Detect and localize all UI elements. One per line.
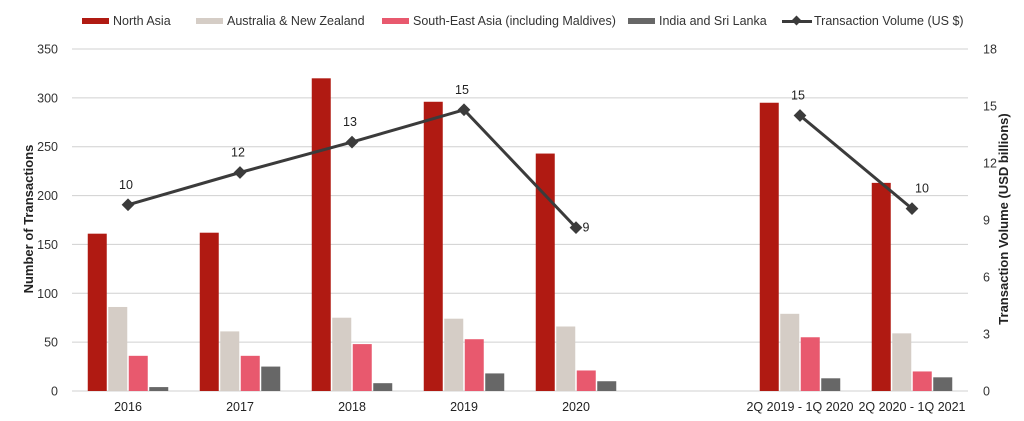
y-left-tick-label: 350 <box>37 43 58 57</box>
y-right-tick-label: 6 <box>983 271 990 285</box>
diamond-marker-icon <box>457 103 471 117</box>
x-tick-label: 2019 <box>450 400 478 414</box>
legend-label: South-East Asia (including Maldives) <box>413 14 616 28</box>
line-data-label: 15 <box>791 89 805 103</box>
y-left-tick-label: 100 <box>37 287 58 301</box>
y-left-tick-label: 150 <box>37 238 58 252</box>
line-data-label: 12 <box>231 146 245 160</box>
bar <box>556 326 576 391</box>
y-right-tick-label: 0 <box>983 385 990 399</box>
bar <box>311 78 331 392</box>
bar <box>821 378 841 391</box>
bar <box>373 383 393 391</box>
bar <box>576 370 596 391</box>
legend-swatch-india-sri-lanka <box>628 18 655 24</box>
y-right-tick-label: 18 <box>983 43 997 57</box>
y-right-tick-label: 9 <box>983 214 990 228</box>
volume-line <box>799 114 913 210</box>
legend-swatch-australia-nz <box>196 18 223 24</box>
legend-item-north-asia: North Asia <box>82 10 171 32</box>
y-axis-left-title: Number of Transactions <box>21 145 36 294</box>
legend-label: Australia & New Zealand <box>227 14 365 28</box>
legend: North Asia Australia & New Zealand South… <box>0 10 1024 32</box>
bar <box>87 233 107 391</box>
y-left-tick-label: 50 <box>44 336 58 350</box>
line-series: 10 12 13 15 9 15 10 <box>119 83 929 235</box>
bar <box>108 306 128 391</box>
y-axis-right-ticks: 0 3 6 9 12 15 18 <box>983 43 997 399</box>
y-right-tick-label: 3 <box>983 328 990 342</box>
legend-label: North Asia <box>113 14 171 28</box>
bar <box>423 101 443 391</box>
bar <box>780 313 800 391</box>
y-axis-right-title: Transaction Volume (USD billions) <box>996 113 1011 324</box>
line-data-label: 10 <box>119 178 133 192</box>
line-data-label: 13 <box>343 115 357 129</box>
line-data-label: 9 <box>583 221 590 235</box>
diamond-marker-icon <box>121 198 135 212</box>
legend-line-diamond-icon <box>782 16 812 26</box>
y-right-tick-label: 15 <box>983 100 997 114</box>
bar <box>240 355 260 391</box>
diamond-marker-icon <box>345 135 359 149</box>
bar <box>485 373 505 391</box>
bar <box>444 318 464 391</box>
bar <box>933 377 953 391</box>
bar <box>220 331 240 391</box>
bar <box>800 337 820 391</box>
x-tick-label: 2Q 2019 - 1Q 2020 <box>746 400 853 414</box>
bar <box>352 344 372 391</box>
bar <box>871 182 891 391</box>
bar <box>332 317 352 391</box>
y-left-tick-label: 0 <box>51 385 58 399</box>
diamond-marker-icon <box>233 166 247 179</box>
legend-item-india-sri-lanka: India and Sri Lanka <box>628 10 767 32</box>
bar <box>128 355 148 391</box>
y-axis-left-ticks: 0 50 100 150 200 250 300 350 <box>37 43 58 399</box>
line-data-label: 10 <box>915 182 929 196</box>
x-tick-label: 2020 <box>562 400 590 414</box>
bar <box>535 153 555 391</box>
bar <box>199 232 219 391</box>
x-tick-label: 2Q 2020 - 1Q 2021 <box>858 400 965 414</box>
legend-item-australia-nz: Australia & New Zealand <box>196 10 365 32</box>
x-tick-label: 2018 <box>338 400 366 414</box>
bar <box>261 366 281 391</box>
bar <box>597 381 617 391</box>
y-left-tick-label: 300 <box>37 91 58 105</box>
legend-swatch-north-asia <box>82 18 109 24</box>
y-right-tick-label: 12 <box>983 157 997 171</box>
legend-item-south-east-asia: South-East Asia (including Maldives) <box>382 10 616 32</box>
x-tick-label: 2016 <box>114 400 142 414</box>
bar <box>464 339 484 391</box>
legend-swatch-south-east-asia <box>382 18 409 24</box>
bar <box>759 102 779 391</box>
bar <box>912 371 932 391</box>
y-left-tick-label: 200 <box>37 189 58 203</box>
bar-series <box>87 78 953 392</box>
y-left-tick-label: 250 <box>37 140 58 154</box>
bar <box>149 387 169 391</box>
legend-label: India and Sri Lanka <box>659 14 767 28</box>
legend-label: Transaction Volume (US $) <box>814 14 964 28</box>
line-data-label: 15 <box>455 83 469 97</box>
legend-item-transaction-volume: Transaction Volume (US $) <box>782 10 964 32</box>
x-tick-label: 2017 <box>226 400 254 414</box>
x-axis-ticks: 2016 2017 2018 2019 2020 2Q 2019 - 1Q 2020 2Q … <box>114 400 965 414</box>
bar <box>892 333 912 391</box>
